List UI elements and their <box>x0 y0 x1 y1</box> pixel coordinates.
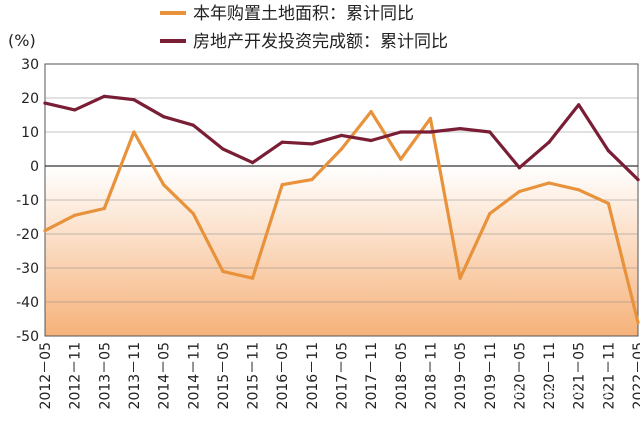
data-point <box>339 147 344 151</box>
watermark: 知乎 @四眼卡卡 <box>492 385 609 404</box>
data-point <box>547 140 551 144</box>
x-tick-label: 2021－11 <box>601 342 617 409</box>
data-point <box>369 110 373 114</box>
x-tick-label: 2016－05 <box>275 342 291 409</box>
data-point <box>162 115 166 119</box>
x-tick-label: 2012－05 <box>38 342 54 409</box>
x-tick-label: 2014－11 <box>186 342 202 409</box>
y-tick-label: 30 <box>21 57 39 73</box>
x-tick-label: 2014－05 <box>157 342 173 409</box>
data-point <box>636 320 640 324</box>
legend-label-investment: 房地产开发投资完成额：累计同比 <box>193 32 448 52</box>
legend-label-land: 本年购置土地面积：累计同比 <box>193 4 414 24</box>
data-point <box>428 130 433 134</box>
data-point <box>636 178 640 182</box>
data-point <box>221 147 225 151</box>
x-tick-label: 2018－05 <box>394 342 410 409</box>
data-point <box>102 206 106 211</box>
series-layer <box>43 94 640 324</box>
x-tick-label: 2013－11 <box>127 342 143 409</box>
y-tick-label: 20 <box>21 91 39 107</box>
y-tick-label: 0 <box>30 159 39 175</box>
y-tick-label: -10 <box>16 193 39 209</box>
x-tick-label: 2015－05 <box>216 342 232 409</box>
data-point <box>102 94 106 98</box>
data-point <box>250 276 255 280</box>
data-point <box>280 183 284 187</box>
y-tick-label: -50 <box>16 329 39 345</box>
data-point <box>606 149 610 153</box>
x-tick-label: 2017－11 <box>364 342 380 409</box>
data-point <box>399 130 403 134</box>
x-tick-label: 2018－11 <box>423 342 439 409</box>
data-point <box>369 138 373 143</box>
data-point <box>606 201 610 205</box>
x-tick-label: 2020－11 <box>542 342 558 409</box>
data-point <box>428 116 433 120</box>
y-tick-label: -40 <box>16 295 39 311</box>
data-point <box>339 133 344 137</box>
data-point <box>577 188 581 192</box>
data-point <box>43 101 47 105</box>
data-point <box>310 178 314 182</box>
data-point <box>132 130 136 134</box>
x-tick-label: 2012－11 <box>68 342 84 409</box>
y-axis-ticks: 30 20 10 0 -10 -20 -30 -40 -50 <box>16 57 39 345</box>
data-point <box>191 212 195 216</box>
x-tick-label: 2019－05 <box>453 342 469 409</box>
negative-region-fill <box>45 166 638 336</box>
x-tick-label: 2022－05 <box>631 342 640 409</box>
data-point <box>73 108 77 112</box>
data-point <box>547 181 551 185</box>
data-point <box>250 161 255 165</box>
data-point <box>191 123 195 127</box>
data-point <box>399 157 403 161</box>
y-tick-label: -20 <box>16 227 39 243</box>
gridlines <box>45 97 638 303</box>
data-point <box>517 189 522 194</box>
data-point <box>488 130 492 134</box>
data-point <box>458 127 462 131</box>
y-tick-label: 10 <box>21 125 39 141</box>
data-point <box>132 98 136 102</box>
data-point <box>43 229 47 233</box>
data-point <box>221 269 225 273</box>
x-axis-ticks: 2012－05 2012－11 2013－05 2013－11 2014－05 2014－… <box>38 342 640 409</box>
y-unit-label: (%) <box>8 31 36 50</box>
x-tick-label: 2013－05 <box>97 342 113 409</box>
y-tick-label: -30 <box>16 261 39 277</box>
x-tick-label: 2019－11 <box>483 342 499 409</box>
x-tick-label: 2021－05 <box>572 342 588 409</box>
data-point <box>310 142 314 146</box>
data-point <box>162 183 166 187</box>
x-tick-label: 2020－05 <box>512 342 528 409</box>
x-tick-label: 2017－05 <box>335 342 351 409</box>
data-point <box>517 166 522 170</box>
legend: 本年购置土地面积：累计同比 房地产开发投资完成额：累计同比 <box>160 4 448 52</box>
data-point <box>577 103 581 107</box>
data-point <box>488 212 492 216</box>
data-point <box>280 140 284 144</box>
data-point <box>458 276 462 280</box>
x-tick-label: 2016－11 <box>305 342 321 409</box>
x-tick-label: 2015－11 <box>246 342 262 409</box>
data-point <box>73 213 77 217</box>
